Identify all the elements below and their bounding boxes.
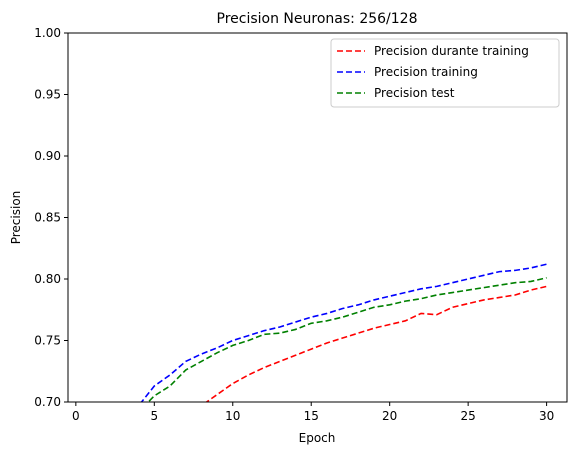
y-tick-label: 0.80 bbox=[34, 272, 61, 286]
legend-label-precision-training: Precision training bbox=[374, 65, 478, 79]
legend-label-precision-durante-training: Precision durante training bbox=[374, 44, 529, 58]
legend-box bbox=[330, 38, 560, 108]
x-axis-label: Epoch bbox=[299, 431, 336, 445]
y-tick-label: 1.00 bbox=[34, 26, 61, 40]
x-tick-label: 0 bbox=[72, 409, 80, 423]
x-tick-label: 5 bbox=[150, 409, 158, 423]
y-tick-label: 0.85 bbox=[34, 211, 61, 225]
legend: Precision durante training Precision trai… bbox=[330, 38, 560, 108]
series-line-precision-training bbox=[140, 263, 547, 402]
y-tick-label: 0.90 bbox=[34, 149, 61, 163]
series-line-precision-durante-training bbox=[205, 285, 547, 402]
x-tick-label: 25 bbox=[461, 409, 476, 423]
y-tick-label: 0.75 bbox=[34, 334, 61, 348]
y-tick-label: 0.95 bbox=[34, 88, 61, 102]
series-line-precision-test bbox=[147, 276, 547, 402]
legend-label-precision-test: Precision test bbox=[374, 86, 455, 100]
y-tick-label: 0.70 bbox=[34, 395, 61, 409]
chart-title: Precision Neuronas: 256/128 bbox=[217, 11, 418, 27]
x-tick-label: 20 bbox=[382, 409, 397, 423]
x-tick-label: 10 bbox=[225, 409, 240, 423]
y-axis-label: Precision bbox=[9, 191, 23, 245]
x-tick-label: 15 bbox=[304, 409, 319, 423]
x-tick-label: 30 bbox=[539, 409, 554, 423]
